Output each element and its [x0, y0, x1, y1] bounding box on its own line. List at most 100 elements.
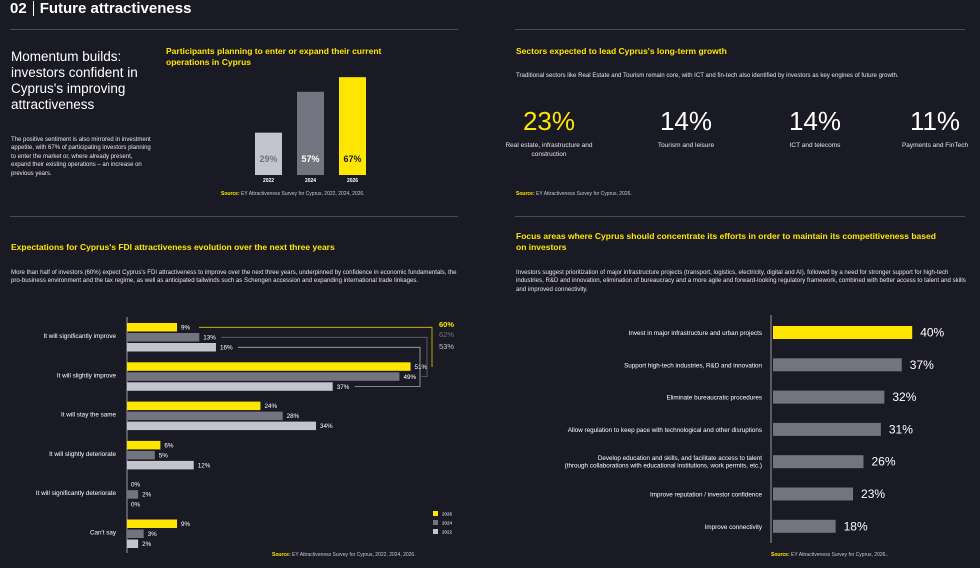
expectations-value-label: 9%	[181, 325, 191, 332]
legend-label-2024: 2024	[442, 521, 453, 526]
expectations-bar-2022	[127, 343, 216, 352]
expectations-bar-2024	[127, 490, 139, 499]
focus-category-label: Develop education and skills, and facili…	[598, 455, 762, 462]
legend-swatch-2024	[433, 520, 438, 525]
expectations-category-label: It will slightly improve	[57, 372, 117, 379]
expectations-bar-2026	[127, 440, 161, 450]
momentum-body: The positive sentiment is also mirrored …	[11, 137, 151, 177]
title-separator	[32, 1, 34, 16]
focus-value-label: 26%	[871, 455, 895, 469]
expectations-value-label: 51%	[415, 364, 428, 371]
divider-mid-right	[515, 216, 965, 217]
focus-value-label: 18%	[844, 519, 868, 533]
focus-value-label: 31%	[889, 422, 913, 436]
momentum-title: Momentum builds: investors confident in …	[11, 49, 138, 112]
expectations-value-label: 2%	[142, 492, 152, 499]
expectations-value-label: 2%	[142, 541, 152, 548]
expectations-bracket-line	[221, 336, 428, 377]
expectations-value-label: 34%	[320, 423, 333, 430]
expectations-heading: Expectations for Cyprus's FDI attractive…	[11, 242, 335, 252]
expectations-category-label: It will slightly deteriorate	[49, 451, 116, 458]
expectations-text: More than half of investors (60%) expect…	[11, 269, 457, 285]
participants-year-label: 2022	[263, 178, 274, 184]
sectors-text: Traditional sectors like Real Estate and…	[516, 72, 899, 79]
stat-label-ict: ICT and telecoms	[789, 142, 841, 149]
legend-label-2022: 2022	[442, 530, 453, 535]
focus-bar	[773, 390, 885, 404]
focus-value-label: 23%	[861, 487, 885, 501]
participants-bar-2024	[297, 91, 324, 175]
focus-category-label: Invest in major infrastructure and urban…	[629, 330, 762, 337]
focus-category-label: Eliminate bureaucratic procedures	[666, 395, 762, 402]
focus-bar	[773, 519, 836, 533]
expectations-value-label: 9%	[181, 521, 191, 528]
participants-source: Source: EY Attractiveness Survey for Cyp…	[221, 191, 365, 197]
divider-top-right	[515, 29, 965, 30]
participants-bar-2022	[255, 132, 282, 175]
stat-value-tourism: 14%	[659, 106, 713, 136]
focus-category-label: Support high-tech industries, R&D and in…	[624, 362, 762, 369]
expectations-bar-2022	[127, 460, 194, 470]
sectors-source: Source: EY Attractiveness Survey for Cyp…	[516, 191, 632, 197]
expectations-value-label: 16%	[220, 345, 233, 352]
expectations-bar-2024	[127, 411, 283, 421]
divider-mid-left	[10, 216, 458, 217]
expectations-category-label: Can't say	[90, 530, 117, 537]
stat-value-payments: 11%	[909, 106, 961, 136]
page-number: 02	[10, 0, 27, 17]
expectations-value-label: 3%	[148, 531, 158, 538]
page-title-text: Future attractiveness	[39, 0, 192, 17]
expectations-bar-2024	[127, 372, 400, 381]
stat-label-tourism: Tourism and leisure	[657, 142, 715, 149]
expectations-bar-2024	[127, 333, 200, 342]
expectations-bar-2026	[127, 323, 178, 332]
focus-category-label: (through collaborations with educational…	[565, 463, 762, 470]
focus-category-label: Allow regulation to keep pace with techn…	[568, 427, 762, 434]
focus-heading: Focus areas where Cyprus should concentr…	[516, 231, 936, 252]
expectations-bar-2024	[127, 529, 144, 538]
expectations-total-label: 60%	[439, 320, 454, 329]
expectations-total-label: 62%	[439, 330, 454, 339]
page-title: 02 Future attractiveness	[10, 0, 191, 17]
stat-label-real-estate: Real estate, infrastructure and construc…	[505, 142, 593, 158]
focus-bar	[773, 455, 864, 469]
focus-value-label: 32%	[892, 390, 916, 404]
participants-year-label: 2024	[305, 178, 316, 184]
focus-bar	[773, 487, 854, 501]
expectations-value-label: 37%	[337, 384, 350, 391]
sectors-heading: Sectors expected to lead Cyprus's long-t…	[516, 46, 727, 56]
expectations-value-label: 0%	[131, 482, 141, 489]
expectations-bracket-line	[237, 346, 421, 387]
expectations-category-label: It will significantly improve	[44, 333, 117, 340]
focus-chart: 40% Invest in major infrastructure and ur…	[565, 315, 945, 543]
expectations-value-label: 28%	[287, 413, 300, 420]
divider-top-left	[10, 29, 458, 30]
focus-bar	[773, 326, 913, 339]
focus-category-label: Improve connectivity	[705, 524, 763, 531]
participants-value-label: 29%	[259, 154, 277, 164]
expectations-bar-2022	[127, 382, 333, 391]
focus-source: Source: EY Attractiveness Survey for Cyp…	[771, 552, 889, 558]
participants-value-label: 67%	[343, 154, 361, 164]
expectations-bar-2022	[127, 539, 139, 548]
participants-value-label: 57%	[301, 154, 319, 164]
participants-heading: Participants planning to enter or expand…	[166, 46, 382, 67]
focus-bar	[773, 422, 881, 436]
expectations-value-label: 13%	[203, 335, 216, 342]
expectations-total-label: 53%	[439, 342, 454, 351]
legend-swatch-2022	[433, 529, 438, 534]
expectations-category-label: It will stay the same	[61, 412, 116, 419]
focus-category-label: Improve reputation / investor confidence	[650, 492, 763, 499]
expectations-bar-2026	[127, 401, 261, 411]
focus-value-label: 40%	[920, 326, 944, 340]
focus-value-label: 37%	[910, 358, 934, 372]
expectations-source: Source: EY Attractiveness Survey for Cyp…	[272, 552, 416, 558]
expectations-value-label: 0%	[131, 502, 141, 509]
expectations-value-label: 6%	[164, 442, 174, 449]
focus-bar	[773, 358, 902, 372]
expectations-bar-2024	[127, 450, 155, 460]
expectations-bar-2022	[127, 421, 317, 431]
expectations-category-label: It will significantly deteriorate	[36, 490, 117, 497]
stat-value-real-estate: 23%	[522, 106, 576, 136]
expectations-bar-2026	[127, 362, 411, 371]
